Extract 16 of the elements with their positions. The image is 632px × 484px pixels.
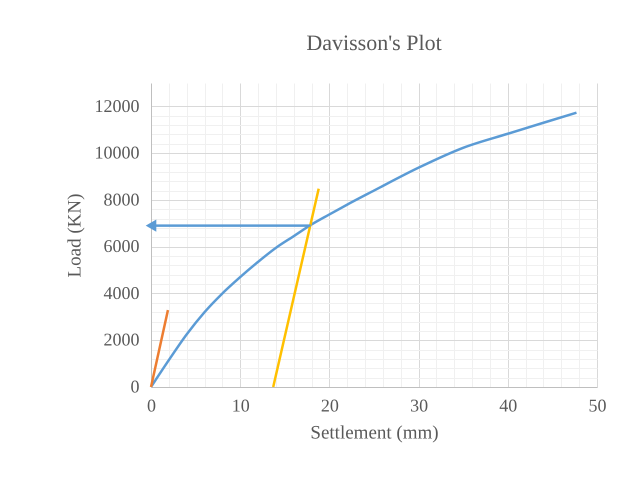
x-tick-label: 20 — [320, 396, 339, 416]
y-tick-label: 8000 — [104, 189, 140, 210]
chart-title: Davisson's Plot — [306, 30, 442, 55]
y-tick-label: 4000 — [104, 282, 140, 303]
y-tick-label: 12000 — [94, 96, 140, 116]
x-tick-label: 10 — [232, 396, 250, 416]
y-tick-label: 0 — [130, 376, 140, 396]
y-axis-title: Load (KN) — [64, 194, 86, 278]
x-axis-title: Settlement (mm) — [310, 422, 439, 444]
y-tick-label: 2000 — [104, 330, 140, 350]
y-tick-label: 6000 — [104, 236, 140, 256]
x-tick-label: 0 — [147, 396, 156, 416]
y-tick-label: 10000 — [94, 142, 140, 163]
x-tick-label: 40 — [499, 396, 518, 416]
x-tick-label: 30 — [410, 396, 428, 416]
x-tick-label: 50 — [588, 396, 606, 416]
